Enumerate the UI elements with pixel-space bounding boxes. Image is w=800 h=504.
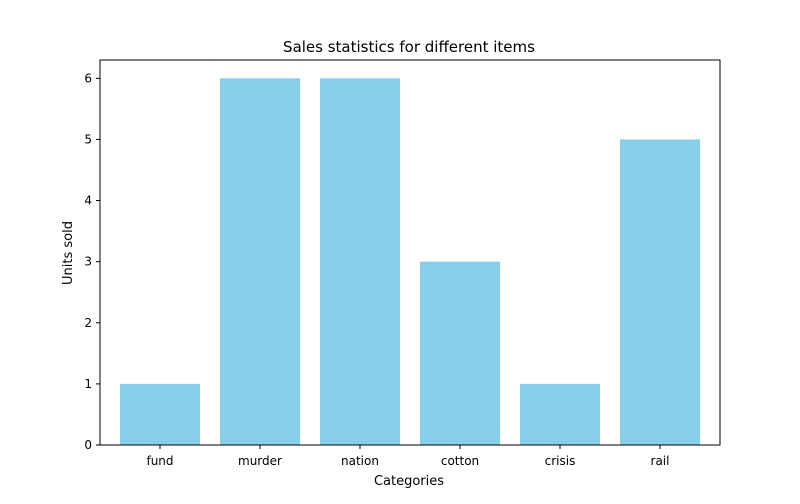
x-tick-label: rail — [651, 454, 670, 468]
bar-fund — [120, 383, 200, 445]
y-tick-label: 4 — [84, 194, 92, 208]
x-tick-label: nation — [341, 454, 379, 468]
x-tick-label: fund — [146, 454, 173, 468]
bar-crisis — [520, 383, 600, 445]
bar-murder — [220, 78, 300, 445]
plot-frame — [99, 59, 721, 446]
bar-rail — [620, 139, 700, 445]
y-tick-label: 0 — [84, 438, 92, 452]
x-tick-label: cotton — [441, 454, 479, 468]
x-axis-label: Categories — [374, 474, 444, 489]
y-tick-label: 3 — [84, 255, 92, 269]
y-axis-ticks: 0 1 2 3 4 5 6 — [84, 71, 100, 452]
y-axis-label: Units sold — [61, 221, 76, 285]
y-tick-label: 2 — [84, 316, 92, 330]
y-tick-label: 1 — [84, 377, 92, 391]
x-tick-label: crisis — [545, 454, 576, 468]
chart-title: Sales statistics for different items — [283, 38, 535, 56]
x-axis-ticks: fund murder nation cotton crisis rail — [146, 445, 669, 468]
bar-cotton — [420, 261, 500, 445]
y-tick-label: 5 — [84, 132, 92, 146]
x-tick-label: murder — [238, 454, 282, 468]
y-tick-label: 6 — [84, 71, 92, 85]
bars-layer — [120, 78, 700, 445]
bar-nation — [320, 78, 400, 445]
